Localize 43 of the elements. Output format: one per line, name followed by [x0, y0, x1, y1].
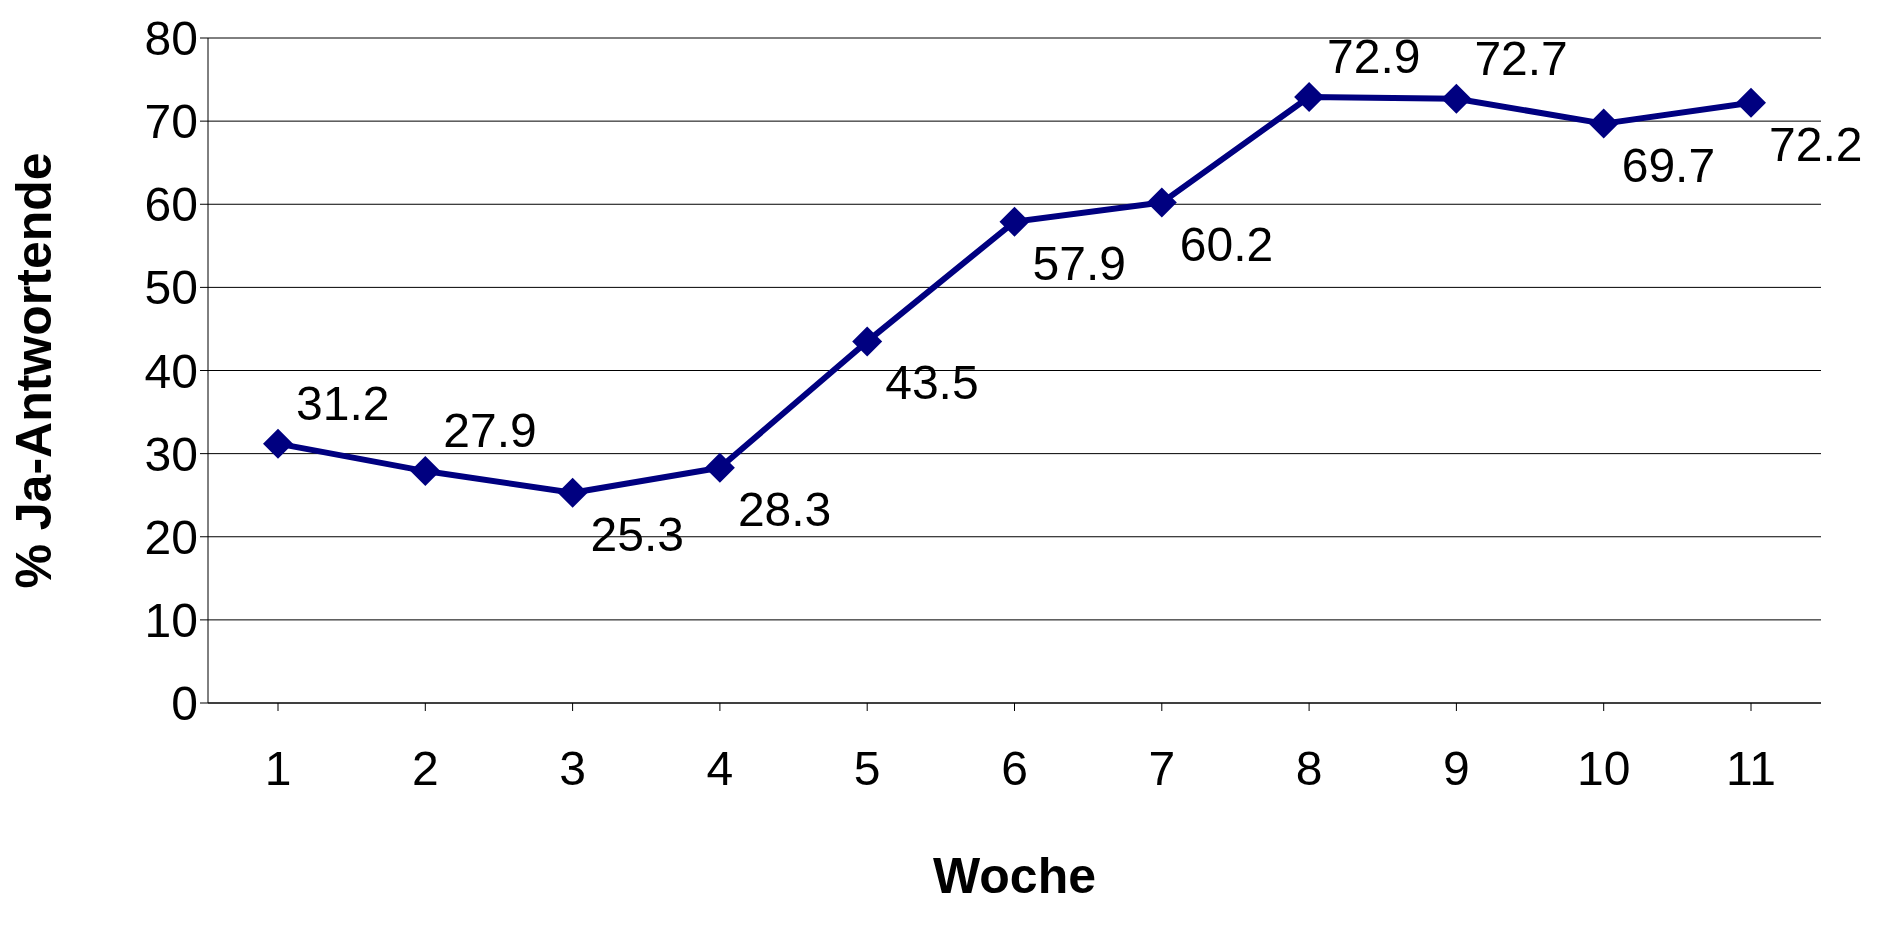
point: [852, 326, 883, 357]
x-tick-label: 3: [559, 742, 586, 796]
point: [999, 206, 1030, 237]
data-label: 43.5: [885, 356, 979, 410]
x-tick-label: 4: [706, 742, 734, 796]
x-tick-label: 7: [1148, 742, 1176, 796]
y-tick-label: 40: [144, 344, 198, 398]
data-label: 72.2: [1769, 117, 1863, 171]
y-tick-label: 80: [144, 12, 198, 66]
data-label: 69.7: [1621, 138, 1716, 192]
y-tick-label: 20: [144, 510, 198, 564]
point: [1441, 83, 1472, 114]
point: [410, 456, 441, 487]
data-label: 31.2: [296, 376, 390, 430]
data-label: 72.9: [1327, 30, 1421, 84]
x-tick-label: 1: [264, 742, 292, 796]
point: [263, 428, 293, 459]
x-tick-label: 10: [1577, 742, 1631, 796]
point: [704, 452, 735, 483]
x-tick-label: 5: [853, 742, 881, 796]
y-tick-label: 50: [144, 261, 198, 315]
x-tick-label: 11: [1726, 742, 1776, 796]
data-label: 28.3: [737, 482, 832, 536]
data-label: 27.9: [443, 404, 537, 458]
point: [1146, 187, 1177, 218]
y-tick-label: 70: [144, 95, 198, 149]
y-tick-label: 10: [144, 593, 198, 647]
data-label: 57.9: [1032, 236, 1126, 290]
point: [1294, 82, 1325, 113]
data-label: 60.2: [1179, 217, 1274, 271]
point: [557, 477, 588, 508]
y-tick-label: 30: [144, 427, 198, 481]
x-axis-title: Woche: [933, 848, 1096, 904]
y-tick-label: 60: [144, 178, 198, 232]
x-tick-label: 2: [411, 742, 439, 796]
y-axis-title: % Ja-Antwortende: [5, 152, 62, 589]
x-tick-label: 9: [1443, 742, 1470, 796]
point: [1736, 87, 1766, 118]
x-tick-label: 8: [1295, 742, 1323, 796]
x-tick-label: 6: [1001, 742, 1028, 796]
y-tick-label: 0: [171, 677, 198, 731]
point: [1588, 108, 1619, 139]
data-label: 72.7: [1474, 31, 1568, 85]
